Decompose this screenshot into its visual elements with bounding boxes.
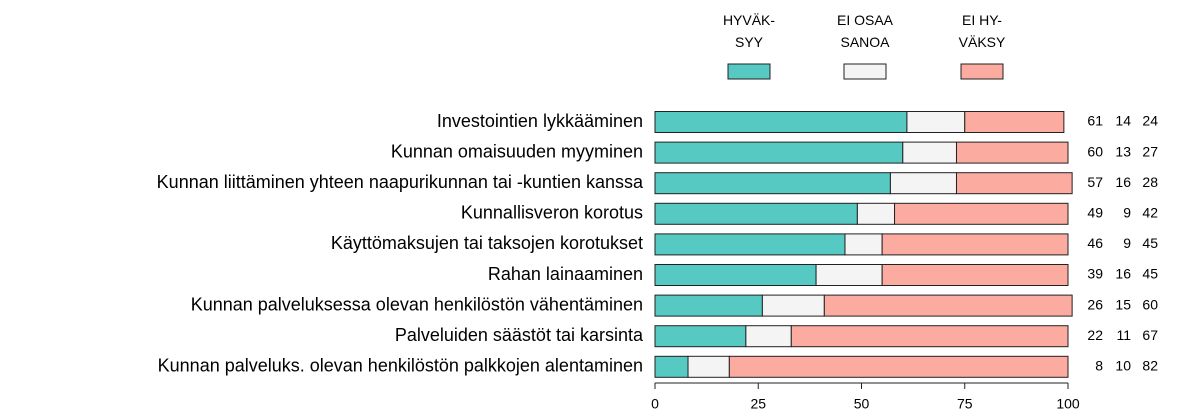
category-label: Kunnan liittäminen yhteen naapurikunnan … bbox=[157, 172, 644, 192]
category-label: Kunnan palveluksessa olevan henkilöstön … bbox=[191, 294, 643, 314]
bar-segment bbox=[654, 111, 908, 133]
category-label: Käyttömaksujen tai taksojen korotukset bbox=[331, 233, 643, 253]
x-tick-label: 0 bbox=[651, 396, 659, 412]
value-label: 26 bbox=[1087, 296, 1103, 312]
category-label: Rahan lainaaminen bbox=[488, 264, 643, 284]
category-label: Investointien lykkääminen bbox=[437, 111, 643, 131]
value-label: 46 bbox=[1087, 235, 1103, 251]
bar-segment bbox=[964, 111, 1065, 133]
bar-segment bbox=[687, 355, 730, 378]
value-label: 82 bbox=[1142, 358, 1158, 374]
value-label: 22 bbox=[1087, 327, 1103, 343]
x-tick-label: 100 bbox=[1056, 396, 1080, 412]
value-label: 39 bbox=[1087, 266, 1103, 282]
bar-segment bbox=[856, 202, 896, 225]
category-label: Palveluiden säästöt tai karsinta bbox=[395, 325, 644, 345]
value-label: 9 bbox=[1123, 235, 1131, 251]
bar-segment bbox=[790, 325, 1069, 348]
bar-segment bbox=[654, 294, 763, 317]
value-label: 8 bbox=[1095, 358, 1103, 374]
bar-segment bbox=[823, 294, 1073, 317]
value-label: 27 bbox=[1142, 143, 1158, 159]
bar-segment bbox=[654, 202, 858, 225]
value-label: 28 bbox=[1142, 174, 1158, 190]
bar-segment bbox=[955, 172, 1073, 195]
legend-swatch bbox=[960, 63, 1004, 80]
bar-segment bbox=[889, 172, 957, 195]
value-label: 24 bbox=[1142, 113, 1158, 129]
value-label: 49 bbox=[1087, 205, 1103, 221]
bar-segment bbox=[654, 355, 689, 378]
legend-swatch bbox=[727, 63, 771, 80]
category-label: Kunnallisveron korotus bbox=[461, 203, 643, 223]
value-label: 16 bbox=[1115, 266, 1131, 282]
value-label: 42 bbox=[1142, 205, 1158, 221]
value-label: 10 bbox=[1115, 358, 1131, 374]
bar-segment bbox=[815, 264, 883, 286]
value-label: 16 bbox=[1115, 174, 1131, 190]
value-label: 60 bbox=[1087, 143, 1103, 159]
bar-segment bbox=[654, 264, 817, 286]
bar-segment bbox=[955, 141, 1069, 164]
value-label: 45 bbox=[1142, 266, 1158, 282]
value-label: 60 bbox=[1142, 296, 1158, 312]
value-label: 45 bbox=[1142, 235, 1158, 251]
bar-segment bbox=[906, 111, 966, 133]
value-label: 15 bbox=[1115, 296, 1131, 312]
bar-segment bbox=[654, 141, 904, 164]
bar-segment bbox=[894, 202, 1069, 225]
bar-segment bbox=[745, 325, 792, 348]
value-label: 57 bbox=[1087, 174, 1103, 190]
bar-segment bbox=[902, 141, 957, 164]
x-tick-label: 25 bbox=[750, 396, 766, 412]
legend-swatch bbox=[843, 63, 887, 80]
value-label: 61 bbox=[1087, 113, 1103, 129]
bar-segment bbox=[654, 325, 747, 348]
bar-segment bbox=[654, 233, 846, 256]
legend-label: EI HY- VÄKSY bbox=[958, 12, 1006, 50]
x-tick-label: 50 bbox=[854, 396, 870, 412]
bar-segment bbox=[881, 233, 1069, 256]
value-label: 13 bbox=[1115, 143, 1131, 159]
bar-segment bbox=[728, 355, 1069, 378]
value-label: 67 bbox=[1142, 327, 1158, 343]
bar-segment bbox=[761, 294, 825, 317]
bar-segment bbox=[881, 264, 1069, 286]
value-label: 11 bbox=[1116, 327, 1131, 343]
category-label: Kunnan palveluks. olevan henkilöstön pal… bbox=[158, 356, 643, 376]
bar-segment bbox=[844, 233, 883, 256]
legend-label: EI OSAA SANOA bbox=[836, 12, 894, 50]
value-label: 9 bbox=[1123, 205, 1131, 221]
value-label: 14 bbox=[1115, 113, 1131, 129]
bar-segment bbox=[654, 172, 891, 195]
x-tick-label: 75 bbox=[957, 396, 973, 412]
category-label: Kunnan omaisuuden myyminen bbox=[391, 141, 643, 161]
legend-label: HYVÄK- SYY bbox=[722, 12, 776, 50]
